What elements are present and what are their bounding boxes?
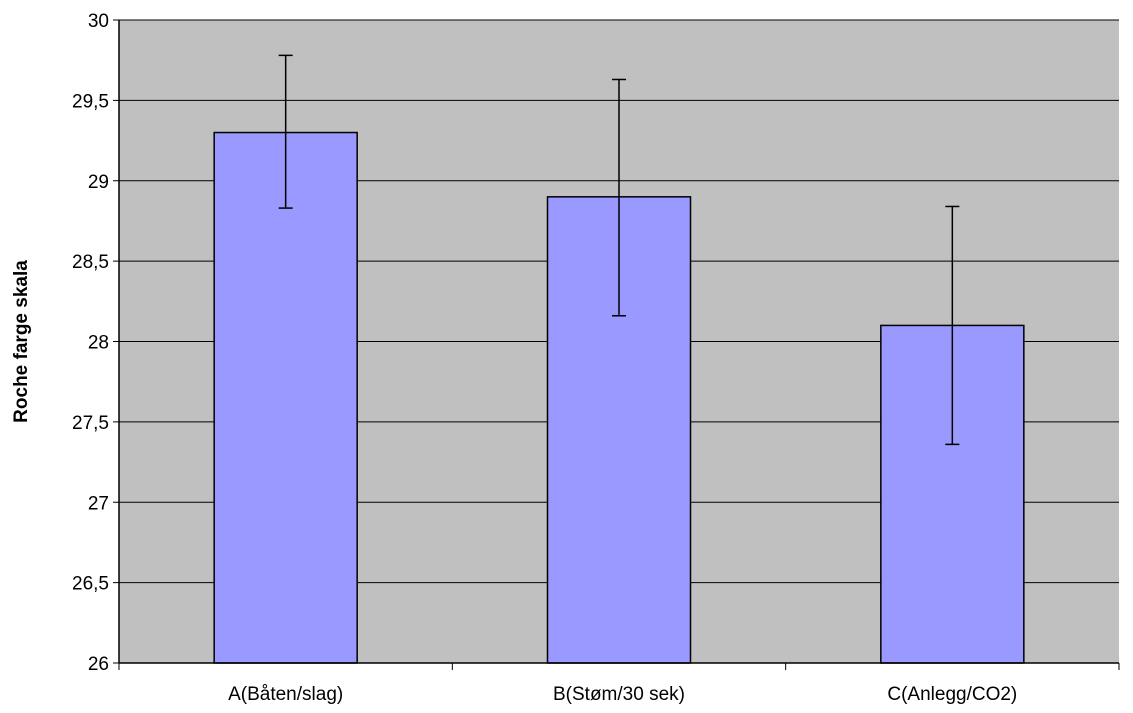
x-category-label: C(Anlegg/CO2) [887,684,1017,705]
y-tick-label: 26,5 [72,574,109,595]
axes [113,19,1120,670]
y-tick-labels: 26 26,5 27 27,5 28 28,5 29 29,5 30 [72,11,109,675]
x-category-labels: A(Båten/slag) B(Støm/30 sek) C(Anlegg/CO2) [228,684,1017,705]
y-tick-label: 28,5 [72,252,109,273]
y-tick-label: 27,5 [72,413,109,434]
bar [213,131,358,664]
error-bars [278,54,960,446]
y-tick-label: 28 [88,333,109,354]
y-tick-label: 29,5 [72,91,109,112]
y-axis-title: Roche farge skala [11,260,32,423]
y-tick-label: 27 [88,493,109,514]
x-category-label: A(Båten/slag) [228,684,343,705]
y-tick-label: 26 [88,654,109,675]
x-category-label: B(Støm/30 sek) [553,684,685,705]
y-tick-label: 29 [88,172,109,193]
y-tick-label: 30 [88,11,109,32]
